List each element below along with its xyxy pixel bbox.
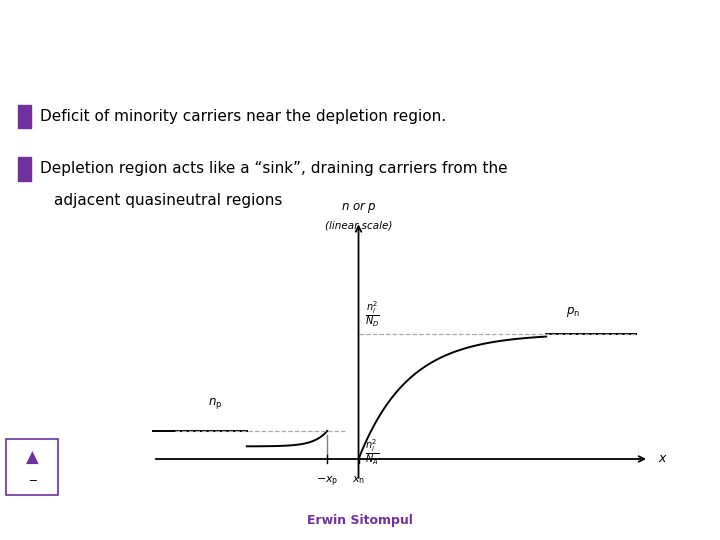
Text: Deficit of minority carriers near the depletion region.: Deficit of minority carriers near the de…: [40, 109, 446, 124]
Text: pn Junction Diodes: I-V Characteristics: pn Junction Diodes: I-V Characteristics: [263, 15, 462, 25]
Text: $\dfrac{n_i^2}{N_D}$: $\dfrac{n_i^2}{N_D}$: [365, 300, 380, 329]
Text: $\dfrac{n_i^2}{N_A}$: $\dfrac{n_i^2}{N_A}$: [365, 437, 379, 467]
Text: adjacent quasineutral regions: adjacent quasineutral regions: [54, 193, 282, 208]
Text: $x$: $x$: [658, 453, 667, 465]
Text: Depletion region acts like a “sink”, draining carriers from the: Depletion region acts like a “sink”, dra…: [40, 161, 507, 177]
Text: Carrier Concentration: Reverse Bias: Carrier Concentration: Reverse Bias: [135, 50, 585, 70]
Text: Chapter 6: Chapter 6: [198, 15, 256, 25]
Text: $p_{\rm n}$: $p_{\rm n}$: [566, 305, 580, 319]
Text: $n$ or $p$: $n$ or $p$: [341, 200, 377, 215]
Text: Erwin Sitompul: Erwin Sitompul: [307, 514, 413, 527]
Text: SDP 6/18: SDP 6/18: [568, 514, 632, 527]
Text: President University: President University: [48, 514, 192, 527]
Text: $n_{\rm p}$: $n_{\rm p}$: [208, 396, 222, 411]
Bar: [18, 157, 31, 180]
Text: ▲: ▲: [26, 449, 39, 467]
Text: $-x_{\rm p}$: $-x_{\rm p}$: [316, 474, 338, 489]
Bar: [18, 105, 31, 128]
Text: $x_{\rm n}$: $x_{\rm n}$: [352, 474, 365, 486]
Text: (linear scale): (linear scale): [325, 220, 392, 230]
Text: ─: ─: [29, 475, 36, 485]
